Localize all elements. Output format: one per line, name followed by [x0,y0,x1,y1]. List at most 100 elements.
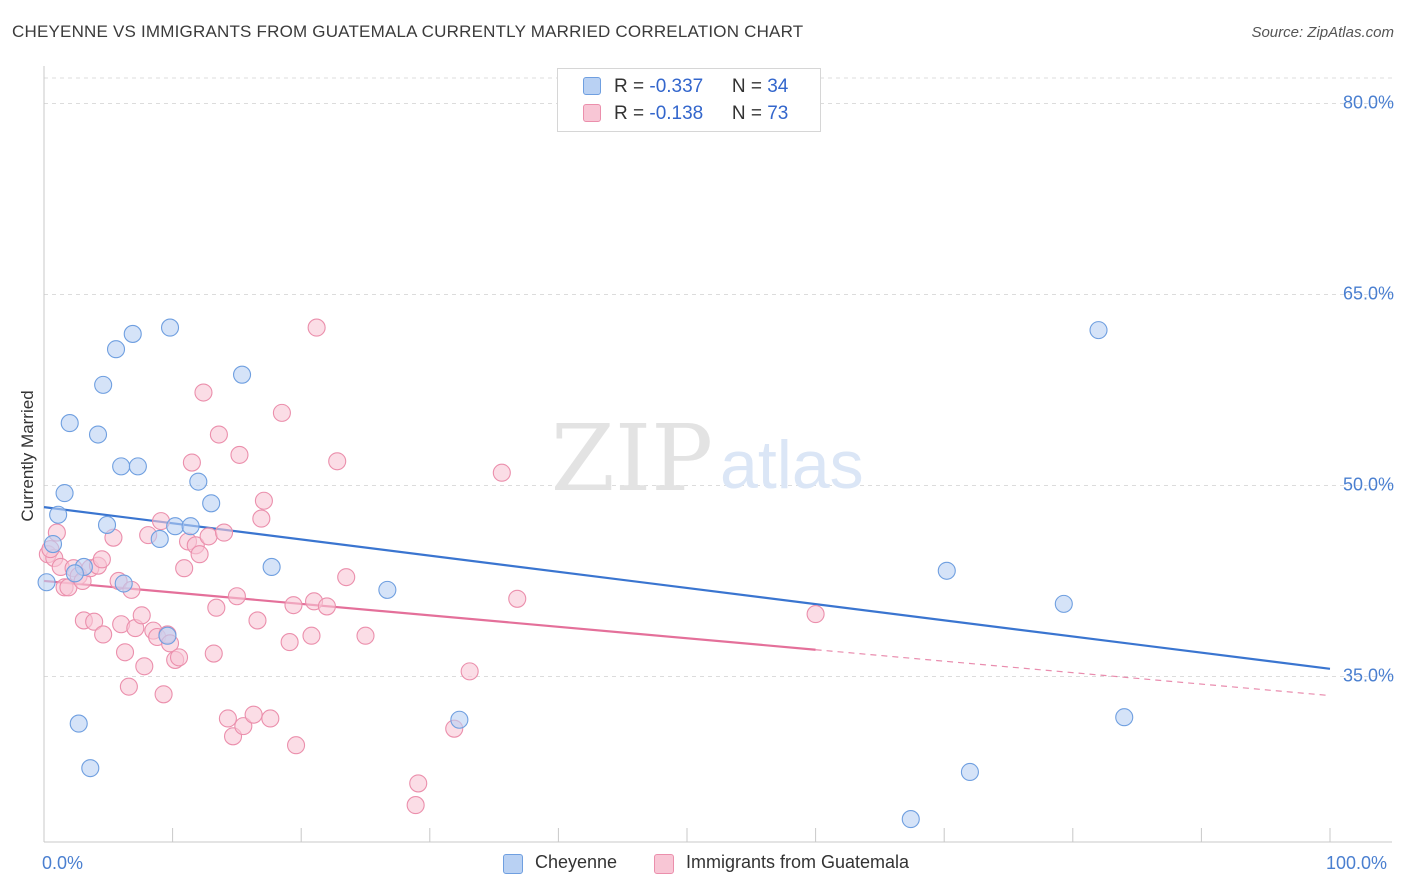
guatemala-point [254,491,273,510]
guatemala-point [806,605,825,624]
cheyenne-point [114,574,133,593]
guatemala-point [328,452,347,471]
cheyenne-point [88,425,108,444]
n-label: N = [731,103,768,124]
cheyenne-point [1054,594,1073,613]
guatemala-point [119,677,138,696]
guatemala-point [132,606,151,625]
guatemala-point [194,383,213,402]
guatemala-point [234,717,253,736]
cheyenne-point [262,557,281,577]
guatemala-point [230,445,249,464]
guatemala-swatch [654,854,674,874]
guatemala-point [307,318,326,337]
cheyenne-point [150,529,169,548]
cheyenne-swatch [583,77,601,95]
cheyenne-point [1115,708,1134,727]
y-tick-label-80: 80.0% [1342,92,1394,113]
r-label: R = [614,76,650,97]
x-tick-label-max: 100.0% [1326,853,1388,873]
guatemala-point [154,685,173,704]
guatemala-point [214,523,234,542]
watermark-zip: ZIP [551,405,713,512]
r-label: R = [614,103,650,124]
cheyenne-point [160,318,180,337]
cheyenne-point [166,517,185,536]
n-value: 73 [767,103,789,124]
guatemala-trend-line-extension [815,649,1331,697]
guatemala-point [356,626,375,645]
guatemala-point [492,463,511,482]
guatemala-point [508,589,527,608]
guatemala-point [175,559,194,578]
guatemala-point [244,705,263,724]
source-label: Source: ZipAtlas.com [1251,24,1394,41]
guatemala-point [115,643,135,662]
cheyenne-trend-line [43,506,1331,670]
guatemala-point [280,633,299,652]
guatemala-point [92,550,111,569]
guatemala-point [209,425,228,444]
guatemala-point [261,709,280,728]
n-value: 34 [767,76,789,97]
x-tick-label-min: 0.0% [42,853,84,873]
cheyenne-point [55,484,74,503]
guatemala-trend-line [43,579,816,651]
guatemala-point [207,598,226,617]
guatemala-point [135,657,154,676]
cheyenne-point [128,457,147,476]
cheyenne-point [189,472,208,491]
cheyenne-point [81,759,100,778]
cheyenne-point [123,324,142,343]
cheyenne-point [450,710,469,729]
guatemala-point [190,545,209,564]
cheyenne-point [202,494,221,513]
cheyenne-point [378,580,397,599]
guatemala-point [272,403,291,422]
guatemala-point [227,587,246,606]
cheyenne-point [960,762,979,782]
y-tick-label-65: 65.0% [1342,283,1394,304]
cheyenne-point [937,561,956,580]
cheyenne-point [1089,321,1108,340]
n-label: N = [731,76,768,97]
cheyenne-point [94,375,113,394]
y-tick-label-35: 35.0% [1342,665,1394,686]
cheyenne-point [158,626,177,645]
correlation-legend: R = -0.337 N = 34 R = -0.138 N = 73 [557,68,821,132]
watermark-atlas: atlas [720,427,864,503]
r-value: -0.337 [649,76,704,97]
cheyenne-point [69,714,88,733]
guatemala-point [182,453,201,472]
guatemala-swatch [583,104,601,122]
cheyenne-point [60,414,79,433]
legend-label: Immigrants from Guatemala [686,852,910,872]
guatemala-point [85,612,104,631]
guatemala-point [317,597,336,616]
cheyenne-point [181,517,200,536]
cheyenne-swatch [503,854,523,874]
cheyenne-point [232,365,252,384]
chart-title: CHEYENNE VS IMMIGRANTS FROM GUATEMALA CU… [12,22,804,41]
cheyenne-point [49,505,68,524]
cheyenne-point [112,457,131,476]
cheyenne-point [106,340,126,359]
cheyenne-point [43,534,63,554]
r-value: -0.138 [649,103,704,124]
guatemala-point [337,568,356,587]
cheyenne-point [37,573,56,592]
guatemala-point [284,596,303,615]
guatemala-point [169,648,189,667]
legend-label: Cheyenne [535,852,618,872]
guatemala-point [252,509,271,528]
guatemala-point [199,527,218,546]
guatemala-point [248,611,267,630]
guatemala-point [460,662,479,681]
cheyenne-point [901,810,920,829]
guatemala-point [204,644,223,663]
guatemala-point [94,625,113,644]
guatemala-point [302,626,321,645]
cheyenne-point [97,515,117,534]
guatemala-point [409,774,428,793]
